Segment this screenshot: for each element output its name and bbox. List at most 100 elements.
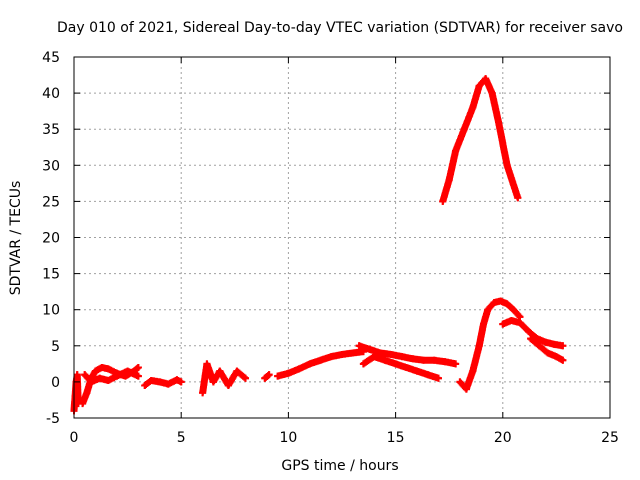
data-point xyxy=(73,371,81,379)
data-point xyxy=(81,371,89,379)
series-arc-j xyxy=(499,317,567,350)
data-point xyxy=(104,376,112,384)
data-point xyxy=(203,360,211,368)
series-start xyxy=(70,371,82,415)
y-tick-label: 40 xyxy=(42,86,60,102)
data-point xyxy=(164,380,172,388)
data-point xyxy=(488,89,496,97)
y-tick-label: 45 xyxy=(42,50,60,66)
data-point xyxy=(381,356,389,364)
data-point xyxy=(173,376,181,384)
chart-title: Day 010 of 2021, Sidereal Day-to-day VTE… xyxy=(57,20,623,36)
data-point xyxy=(462,385,470,393)
data-point xyxy=(398,353,406,361)
data-point xyxy=(242,374,250,382)
data-point xyxy=(542,338,550,346)
data-point xyxy=(552,353,560,361)
data-point xyxy=(482,75,490,83)
data-point xyxy=(177,378,185,386)
data-point xyxy=(527,335,535,343)
data-point xyxy=(327,353,335,361)
data-point xyxy=(83,389,91,397)
data-point xyxy=(452,147,460,155)
data-point xyxy=(430,356,438,364)
data-point xyxy=(507,317,515,325)
data-point xyxy=(209,378,217,386)
data-point xyxy=(452,360,460,368)
data-point xyxy=(147,376,155,384)
series-arc-i xyxy=(456,297,524,393)
y-tick-label: 0 xyxy=(51,375,60,391)
data-point xyxy=(284,369,292,377)
data-point xyxy=(544,349,552,357)
data-point xyxy=(377,349,385,357)
data-point xyxy=(274,372,282,380)
data-point xyxy=(392,360,400,368)
data-point xyxy=(317,356,325,364)
data-point xyxy=(261,374,269,382)
x-tick-label: 15 xyxy=(387,430,405,446)
data-point xyxy=(484,306,492,314)
data-point xyxy=(445,176,453,184)
data-point xyxy=(499,320,507,328)
data-point xyxy=(460,125,468,133)
data-point xyxy=(370,353,378,361)
y-tick-label: 20 xyxy=(42,231,60,247)
data-point xyxy=(71,392,79,400)
y-tick-label: 5 xyxy=(51,339,60,355)
data-point xyxy=(475,342,483,350)
data-point xyxy=(559,356,567,364)
data-series xyxy=(70,75,567,415)
data-point xyxy=(134,363,142,371)
data-point xyxy=(98,363,106,371)
series-arc-g xyxy=(355,342,460,368)
data-point xyxy=(224,382,232,390)
data-point xyxy=(434,374,442,382)
data-point xyxy=(516,319,524,327)
data-point xyxy=(469,104,477,112)
data-point xyxy=(359,360,367,368)
data-point xyxy=(480,320,488,328)
data-point xyxy=(295,365,303,373)
data-point xyxy=(424,371,432,379)
data-point xyxy=(419,356,427,364)
x-tick-label: 25 xyxy=(601,430,619,446)
y-tick-label: 10 xyxy=(42,303,60,319)
data-point xyxy=(349,349,357,357)
data-point xyxy=(510,306,518,314)
series-arc-f xyxy=(274,348,367,380)
axis-ticks: 0 5 10 15 20 25 -5 0 5 10 15 20 25 30 35 40 45 xyxy=(42,50,619,446)
data-point xyxy=(338,350,346,358)
series-arc-c xyxy=(141,376,185,390)
y-tick-label: 25 xyxy=(42,194,60,210)
data-point xyxy=(495,118,503,126)
series-arc-b xyxy=(81,367,142,386)
data-point xyxy=(366,345,374,353)
data-point xyxy=(409,355,417,363)
data-point xyxy=(124,367,132,375)
data-point xyxy=(497,297,505,305)
data-point xyxy=(233,367,241,375)
series-markers xyxy=(70,371,82,415)
data-point xyxy=(525,327,533,335)
data-point xyxy=(96,374,104,382)
x-tick-label: 5 xyxy=(177,430,186,446)
x-tick-label: 10 xyxy=(279,430,297,446)
data-point xyxy=(141,382,149,390)
x-tick-label: 0 xyxy=(70,430,79,446)
data-point xyxy=(306,360,314,368)
y-tick-label: 30 xyxy=(42,158,60,174)
data-point xyxy=(503,300,511,308)
grid xyxy=(74,57,610,418)
data-point xyxy=(514,194,522,202)
data-point xyxy=(79,400,87,408)
y-axis-label: SDTVAR / TECUs xyxy=(8,181,24,296)
data-point xyxy=(216,367,224,375)
data-point xyxy=(387,350,395,358)
y-tick-label: 15 xyxy=(42,267,60,283)
series-arc-h xyxy=(359,353,442,382)
series-arc-k xyxy=(527,335,567,364)
series-markers xyxy=(261,371,273,382)
data-point xyxy=(134,372,142,380)
